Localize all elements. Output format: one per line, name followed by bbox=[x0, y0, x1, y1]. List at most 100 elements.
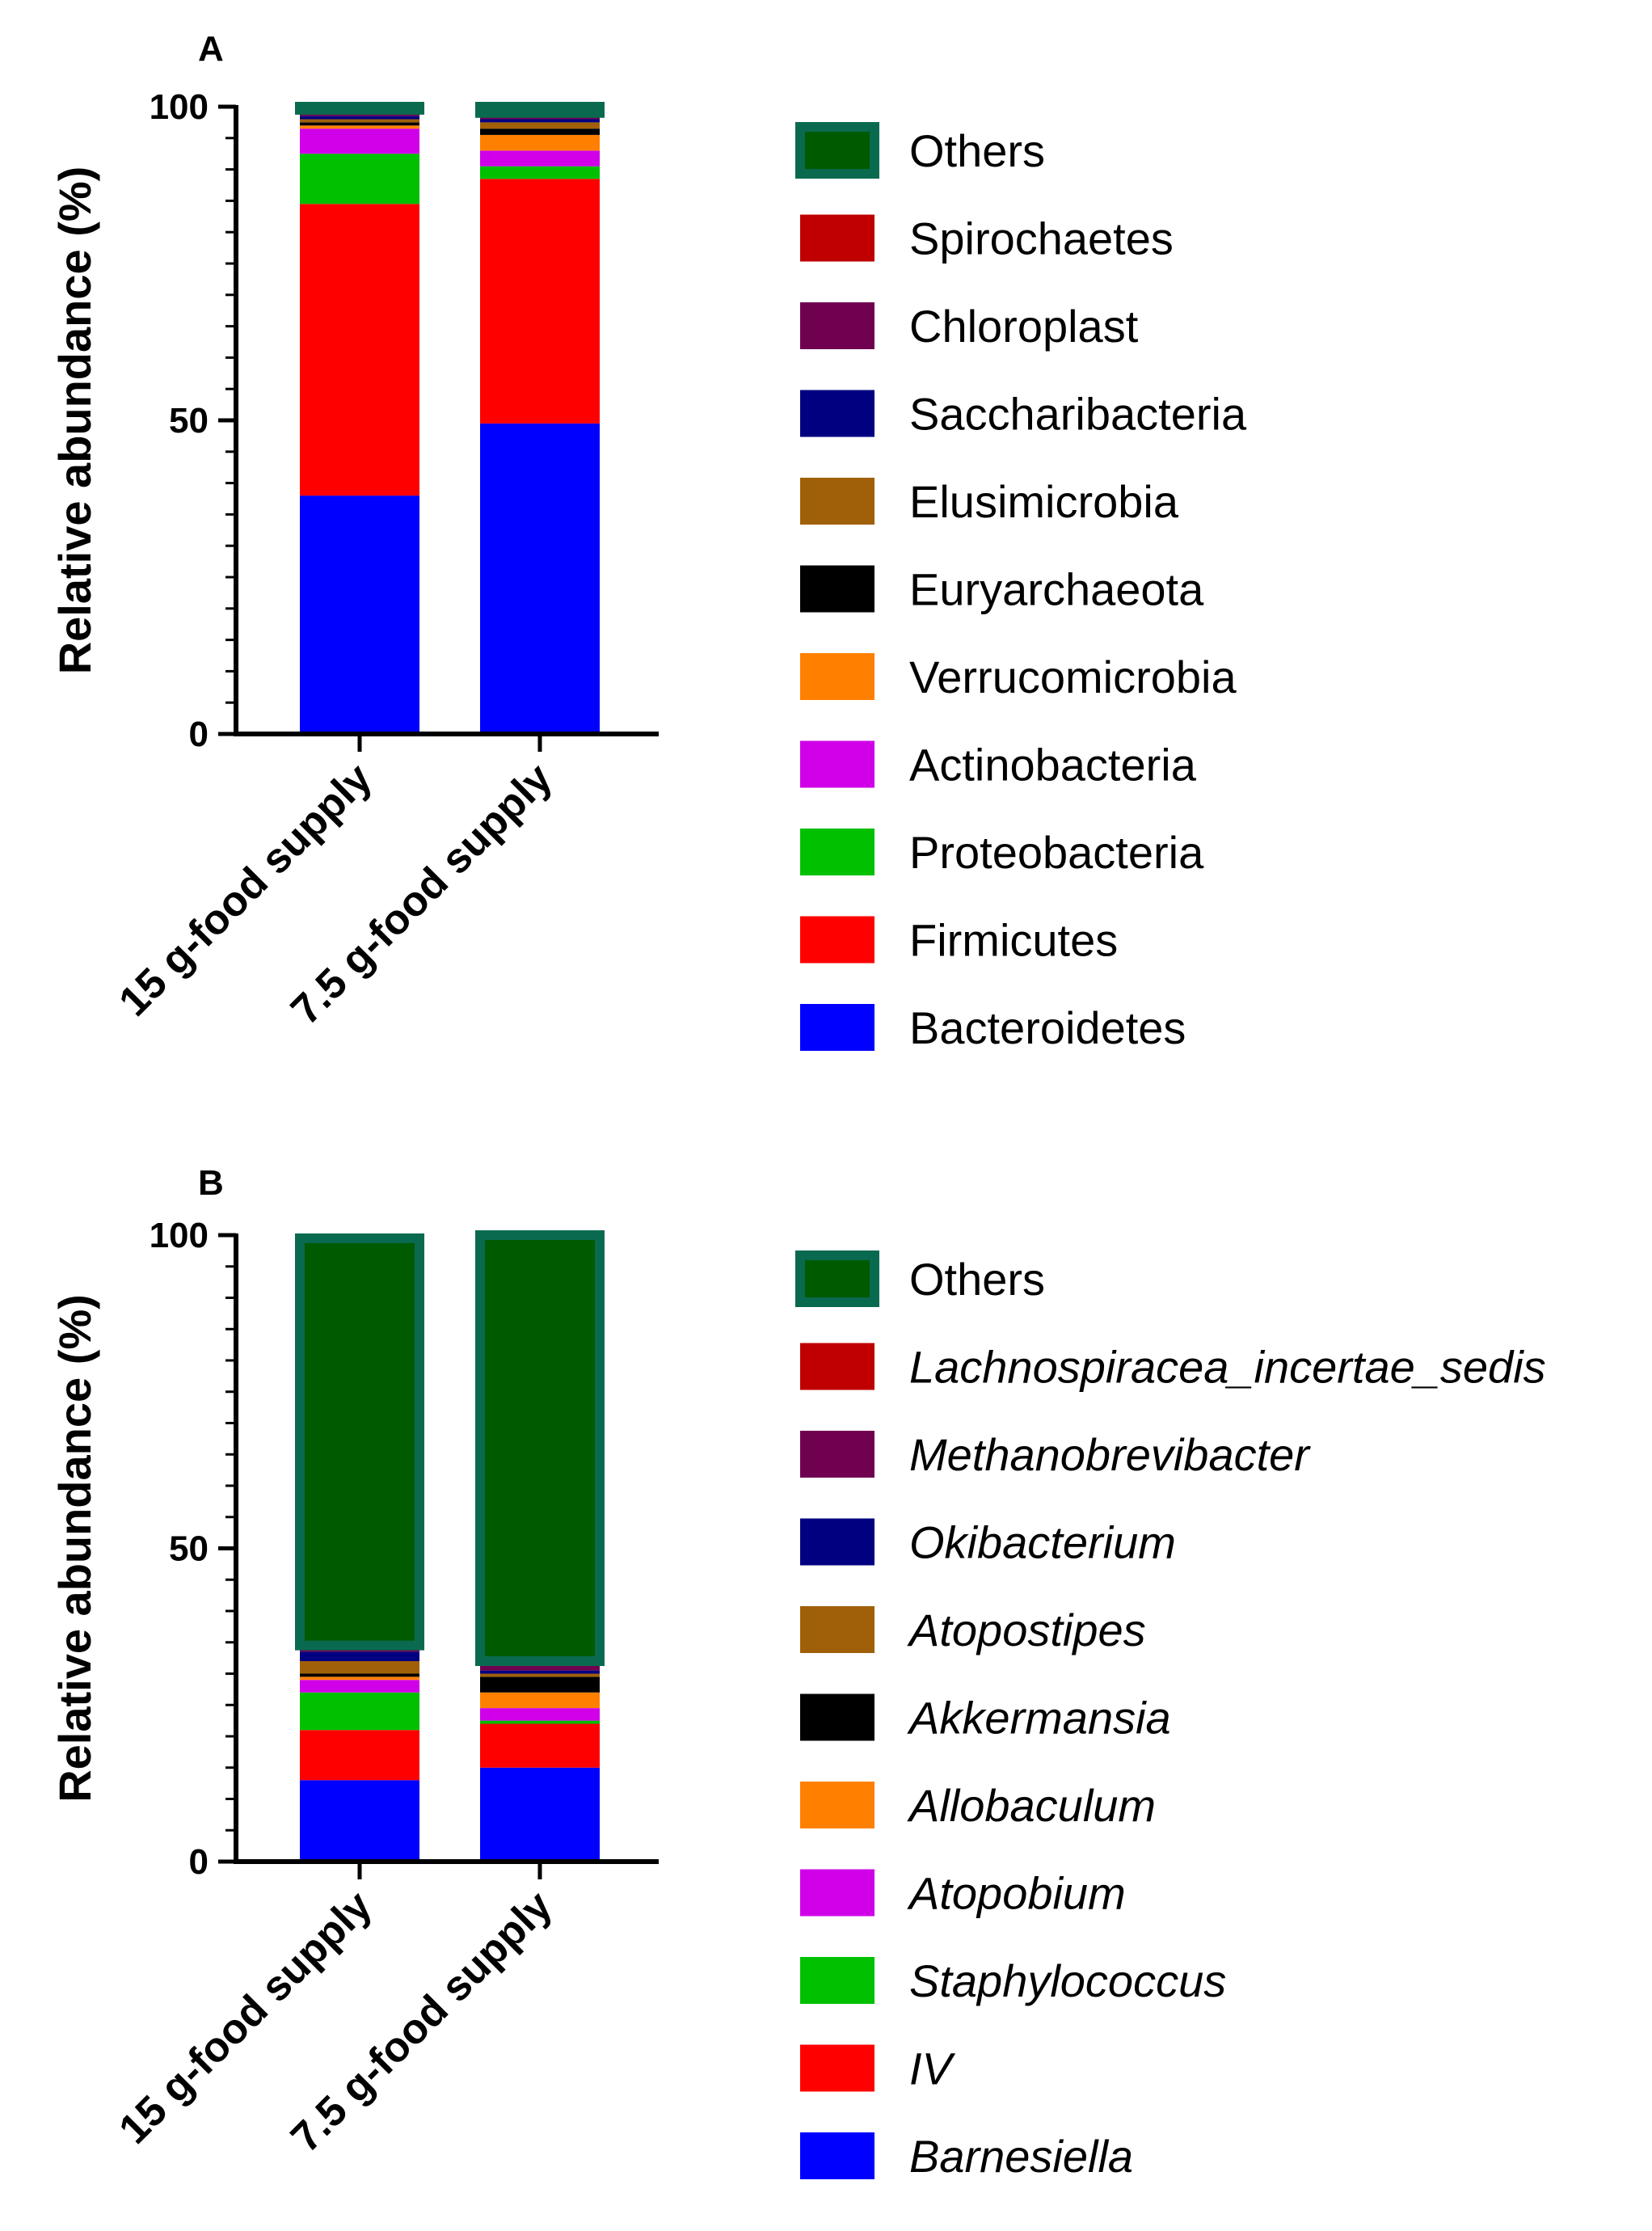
bar-segment-atopostipes bbox=[300, 1661, 419, 1674]
legend-item-lachnospiracea-incertae-sedis: Lachnospiracea_incertae_sedis bbox=[800, 1342, 1546, 1393]
bar-segment-others bbox=[475, 1230, 605, 1666]
legend-swatch bbox=[795, 122, 879, 179]
legend-swatch bbox=[800, 1606, 874, 1653]
legend-item-staphylococcus: Staphylococcus bbox=[800, 1955, 1226, 2006]
legend-label: Methanobrevibacter bbox=[909, 1429, 1311, 1480]
bar-segment-staphylococcus bbox=[480, 1720, 600, 1724]
bar-segment-elusimicrobia bbox=[480, 122, 600, 129]
legend-item-allobaculum: Allobaculum bbox=[800, 1780, 1156, 1831]
bar-segment-firmicutes bbox=[480, 179, 600, 424]
legend-item-others: Others bbox=[795, 122, 1045, 179]
y-tick-label: 0 bbox=[189, 715, 209, 754]
legend-item-barnesiella: Barnesiella bbox=[800, 2131, 1133, 2182]
bar-segment-atopobium bbox=[300, 1680, 419, 1693]
legend-swatch bbox=[800, 1869, 874, 1917]
legend-item-bacteroidetes: Bacteroidetes bbox=[800, 1002, 1186, 1053]
panel-label: A bbox=[198, 29, 224, 69]
bar-segment-actinobacteria bbox=[480, 150, 600, 167]
legend-swatch bbox=[800, 1693, 874, 1741]
legend-swatch bbox=[800, 2132, 874, 2179]
legend-swatch bbox=[800, 1957, 874, 2004]
legend-label: Firmicutes bbox=[909, 915, 1118, 966]
legend-item-iv: IV bbox=[800, 2043, 956, 2094]
legend-item-actinobacteria: Actinobacteria bbox=[800, 740, 1197, 791]
legend-swatch bbox=[800, 1004, 874, 1051]
y-tick-label: 50 bbox=[169, 401, 209, 441]
legend-swatch bbox=[800, 214, 874, 262]
bar-stack-7-5-g-food-supply bbox=[475, 102, 605, 734]
bar-segment-okibacterium bbox=[480, 1670, 600, 1674]
bar-segment-bacteroidetes bbox=[480, 423, 600, 734]
y-axis-title: Relative abundance (%) bbox=[49, 1294, 100, 1803]
bar-segment-atopostipes bbox=[480, 1673, 600, 1677]
legend-label: Elusimicrobia bbox=[909, 476, 1179, 527]
legend-swatch bbox=[800, 302, 874, 349]
legend-label: Allobaculum bbox=[907, 1780, 1156, 1831]
legend-label: Atopobium bbox=[907, 1868, 1126, 1919]
legend-item-okibacterium: Okibacterium bbox=[800, 1517, 1176, 1568]
bar-segment-saccharibacteria bbox=[480, 119, 600, 123]
bar-stack-7-5-g-food-supply bbox=[475, 1230, 605, 1862]
legend-item-saccharibacteria: Saccharibacteria bbox=[800, 389, 1247, 440]
legend-item-elusimicrobia: Elusimicrobia bbox=[800, 476, 1179, 527]
y-tick-label: 100 bbox=[150, 87, 209, 127]
legend-item-methanobrevibacter: Methanobrevibacter bbox=[800, 1429, 1311, 1480]
bar-segment-others bbox=[295, 102, 424, 115]
legend-item-others: Others bbox=[795, 1250, 1045, 1307]
legend-label: Others bbox=[909, 125, 1045, 176]
legend-label: Okibacterium bbox=[909, 1517, 1176, 1568]
legend-item-euryarchaeota: Euryarchaeota bbox=[800, 564, 1204, 615]
legend-swatch bbox=[800, 829, 874, 875]
bar-segment-proteobacteria bbox=[480, 166, 600, 179]
legend-label: Lachnospiracea_incertae_sedis bbox=[909, 1342, 1546, 1393]
bar-segment-atopobium bbox=[480, 1708, 600, 1721]
legend-swatch bbox=[800, 653, 874, 700]
bar-segment-actinobacteria bbox=[300, 129, 419, 154]
legend-label: Euryarchaeota bbox=[909, 564, 1204, 615]
legend-item-spirochaetes: Spirochaetes bbox=[800, 213, 1174, 264]
legend-swatch bbox=[800, 1431, 874, 1478]
bar-segment-barnesiella bbox=[480, 1767, 600, 1862]
bar-segment-akkermansia bbox=[300, 1673, 419, 1677]
bar-segment-okibacterium bbox=[300, 1651, 419, 1661]
bar-segment-allobaculum bbox=[480, 1692, 600, 1709]
legend-item-verrucomicrobia: Verrucomicrobia bbox=[800, 652, 1237, 702]
legend-label: Atopostipes bbox=[907, 1605, 1146, 1655]
legend-swatch bbox=[800, 740, 874, 788]
bar-segment-saccharibacteria bbox=[300, 116, 419, 120]
legend-item-chloroplast: Chloroplast bbox=[800, 301, 1139, 352]
bar-segment-euryarchaeota bbox=[300, 122, 419, 126]
y-tick-label: 100 bbox=[150, 1216, 209, 1255]
legend-label: Verrucomicrobia bbox=[909, 652, 1237, 702]
bar-segment-iv bbox=[480, 1723, 600, 1768]
legend-item-atopostipes: Atopostipes bbox=[800, 1605, 1146, 1655]
y-tick-label: 0 bbox=[189, 1842, 209, 1882]
bar-segment-firmicutes bbox=[300, 204, 419, 496]
legend-swatch bbox=[800, 1518, 874, 1566]
legend-label: Bacteroidetes bbox=[909, 1002, 1186, 1053]
y-tick-label: 50 bbox=[169, 1529, 209, 1569]
bar-segment-allobaculum bbox=[300, 1676, 419, 1681]
legend-label: Proteobacteria bbox=[909, 827, 1204, 878]
legend-label: Spirochaetes bbox=[909, 213, 1174, 264]
panel-label: B bbox=[198, 1163, 224, 1203]
bar-segment-methanobrevibacter bbox=[480, 1664, 600, 1671]
legend-swatch bbox=[800, 1343, 874, 1390]
legend: Others Lachnospiracea_incertae_sedis Metha… bbox=[795, 1250, 1546, 2182]
legend-label: Actinobacteria bbox=[909, 740, 1197, 791]
legend-label: Akkermansia bbox=[907, 1693, 1171, 1744]
legend-label: Saccharibacteria bbox=[909, 389, 1247, 440]
legend: Others Spirochaetes Chloroplast Saccharibac… bbox=[795, 122, 1247, 1053]
legend-item-atopobium: Atopobium bbox=[800, 1868, 1126, 1919]
legend-label: Staphylococcus bbox=[909, 1955, 1226, 2006]
legend-item-proteobacteria: Proteobacteria bbox=[800, 827, 1204, 878]
bar-segment-verrucomicrobia bbox=[300, 125, 419, 129]
bar-segment-iv bbox=[300, 1730, 419, 1781]
bar-stack-15-g-food-supply bbox=[295, 102, 424, 734]
y-axis-title: Relative abundance (%) bbox=[49, 167, 100, 675]
bar-segment-akkermansia bbox=[480, 1676, 600, 1693]
bar-segment-euryarchaeota bbox=[480, 129, 600, 135]
legend-label: Chloroplast bbox=[909, 301, 1139, 352]
bar-stack-15-g-food-supply bbox=[295, 1233, 424, 1862]
